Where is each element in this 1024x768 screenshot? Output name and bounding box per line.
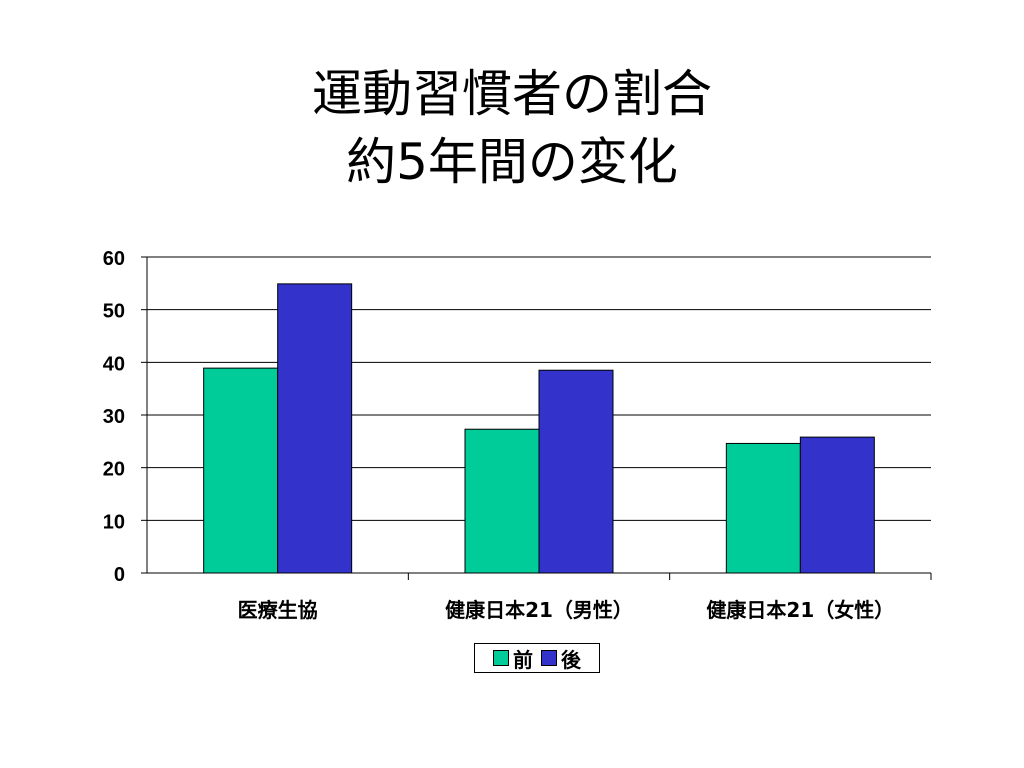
x-category-label: 健康日本21（女性） (706, 598, 894, 622)
y-tick-label: 0 (114, 564, 125, 586)
x-category-label: 医療生協 (238, 598, 318, 622)
legend-label-before: 前 (513, 647, 533, 672)
legend-item-before: 前 (493, 644, 533, 673)
legend-item-after: 後 (541, 644, 581, 673)
bar-after (538, 369, 614, 574)
bar-before (725, 442, 801, 574)
y-tick-label: 40 (103, 353, 125, 375)
legend-swatch-after (541, 650, 557, 666)
title-line-1: 運動習慣者の割合 (312, 65, 712, 123)
y-tick-label: 60 (103, 248, 125, 270)
bar-after (277, 283, 353, 574)
y-tick-label: 30 (103, 406, 125, 428)
title-line-2: 約5年間の変化 (346, 133, 678, 191)
y-tick-label: 50 (103, 301, 125, 323)
bar-before (203, 367, 279, 574)
x-category-label: 健康日本21（男性） (445, 598, 633, 622)
bar-before (464, 428, 540, 574)
y-tick-label: 10 (103, 511, 125, 533)
slide-title: 運動習慣者の割合 約5年間の変化 (0, 60, 1024, 196)
legend-swatch-before (493, 650, 509, 666)
chart-legend: 前 後 (474, 643, 600, 673)
legend-label-after: 後 (561, 647, 581, 672)
y-tick-label: 20 (103, 459, 125, 481)
bar-after (799, 436, 875, 574)
